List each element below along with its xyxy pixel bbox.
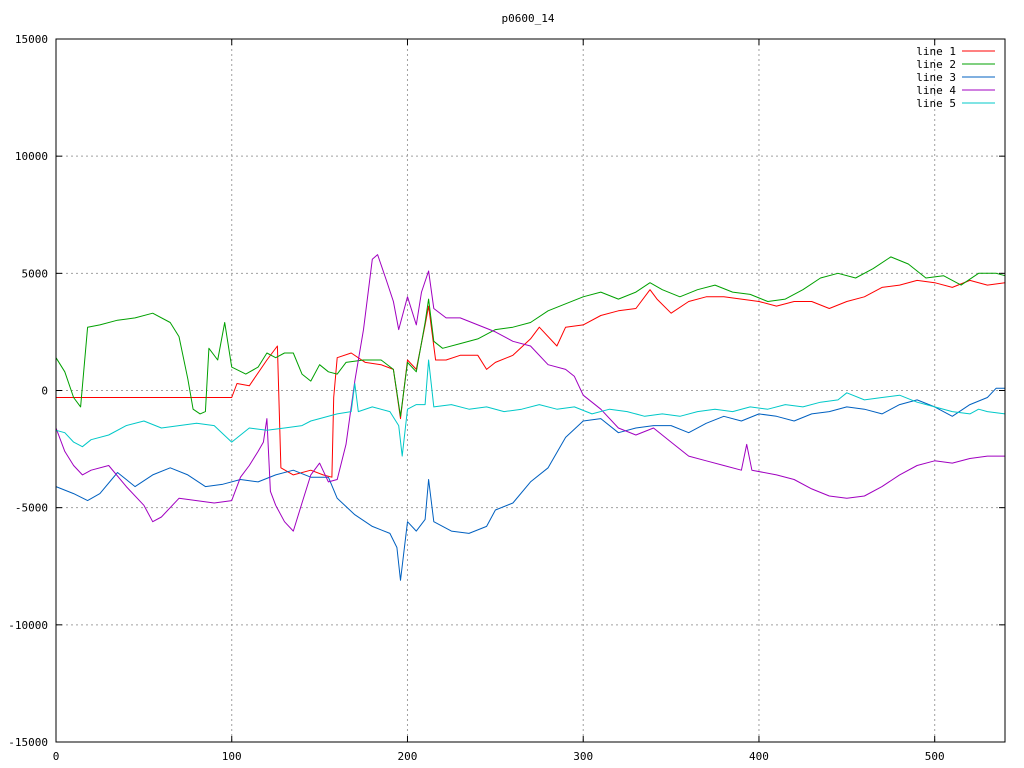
chart-title: p0600_14 [502, 12, 555, 25]
series-line-3 [55, 387, 1005, 581]
series-line-2 [55, 256, 1006, 417]
y-tick-label: 15000 [15, 33, 48, 46]
legend-label-1: line 1 [916, 45, 956, 58]
x-tick-label: 300 [573, 750, 593, 763]
y-tick-label: 0 [41, 385, 48, 398]
x-tick-label: 200 [398, 750, 418, 763]
x-tick-label: 500 [925, 750, 945, 763]
legend-label-5: line 5 [916, 97, 956, 110]
series-line-1 [56, 279, 1006, 478]
y-tick-label: -5000 [15, 502, 48, 515]
x-tick-label: 0 [53, 750, 60, 763]
legend-label-3: line 3 [916, 71, 956, 84]
grid-layer [56, 39, 1005, 742]
x-tick-label: 100 [222, 750, 242, 763]
y-tick-label: 10000 [15, 150, 48, 163]
y-tick-label: -15000 [8, 736, 48, 749]
tick-layer: 0 100 200 300 400 500 -15000 -10000 -5000 0 5000 10… [8, 33, 1005, 763]
series-line-4 [55, 254, 1005, 532]
y-tick-label: -10000 [8, 619, 48, 632]
series-layer [55, 254, 1006, 581]
legend-label-2: line 2 [916, 58, 956, 71]
series-line-5 [55, 359, 1006, 457]
legend-label-4: line 4 [916, 84, 956, 97]
y-tick-label: 5000 [22, 267, 49, 280]
x-tick-label: 400 [749, 750, 769, 763]
